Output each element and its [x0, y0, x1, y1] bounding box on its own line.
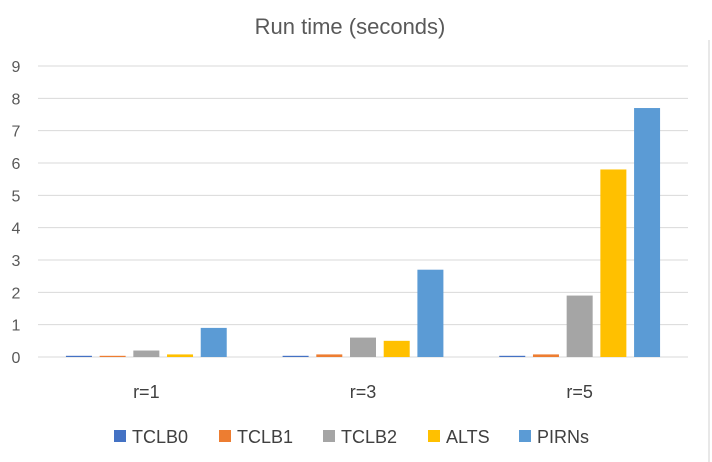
legend-label-tclb0: TCLB0 [132, 427, 188, 447]
grid-layer [38, 65, 688, 358]
bar-pirns-r5 [634, 108, 661, 358]
bar-layer [65, 108, 661, 358]
x-axis-categories: r=1 r=3 r=5 [133, 382, 593, 402]
x-category-label: r=3 [350, 382, 377, 402]
bar-tclb1-r5 [532, 354, 559, 357]
bar-tclb2-r5 [566, 295, 593, 357]
legend-label-alts: ALTS [446, 427, 490, 447]
y-tick-label: 4 [12, 221, 21, 238]
legend-label-tclb2: TCLB2 [341, 427, 397, 447]
legend-swatch-tclb1 [219, 430, 231, 442]
y-tick-label: 8 [12, 91, 21, 108]
y-tick-label: 5 [12, 188, 21, 205]
legend-label-tclb1: TCLB1 [237, 427, 293, 447]
bar-alts-r1 [167, 354, 194, 357]
legend-swatch-pirns [519, 430, 531, 442]
bar-tclb0-r1 [65, 355, 92, 357]
y-tick-label: 6 [12, 156, 21, 173]
chart-title: Run time (seconds) [255, 14, 446, 39]
legend-swatch-tclb2 [323, 430, 335, 442]
bar-tclb2-r3 [350, 337, 376, 357]
legend-swatch-alts [428, 430, 440, 442]
bar-tclb0-r3 [282, 355, 309, 357]
bar-tclb2-r1 [133, 350, 160, 357]
y-tick-label: 9 [12, 59, 21, 76]
y-axis-ticks: 0 1 2 3 4 5 6 7 8 9 [12, 59, 21, 367]
bar-alts-r3 [383, 340, 410, 357]
legend: TCLB0 TCLB1 TCLB2 ALTS PIRNs [114, 427, 589, 447]
legend-swatch-tclb0 [114, 430, 126, 442]
bar-pirns-r3 [417, 269, 444, 357]
x-category-label: r=5 [566, 382, 593, 402]
bar-tclb1-r3 [316, 354, 343, 357]
y-tick-label: 7 [12, 124, 21, 141]
y-tick-label: 3 [12, 253, 21, 270]
y-tick-label: 1 [12, 318, 21, 335]
bar-tclb1-r1 [99, 355, 126, 357]
x-category-label: r=1 [133, 382, 160, 402]
y-tick-label: 0 [12, 350, 21, 367]
bar-tclb0-r5 [499, 355, 526, 357]
bar-alts-r5 [600, 169, 627, 357]
y-tick-label: 2 [12, 285, 21, 302]
bar-pirns-r1 [200, 327, 227, 357]
legend-label-pirns: PIRNs [537, 427, 589, 447]
